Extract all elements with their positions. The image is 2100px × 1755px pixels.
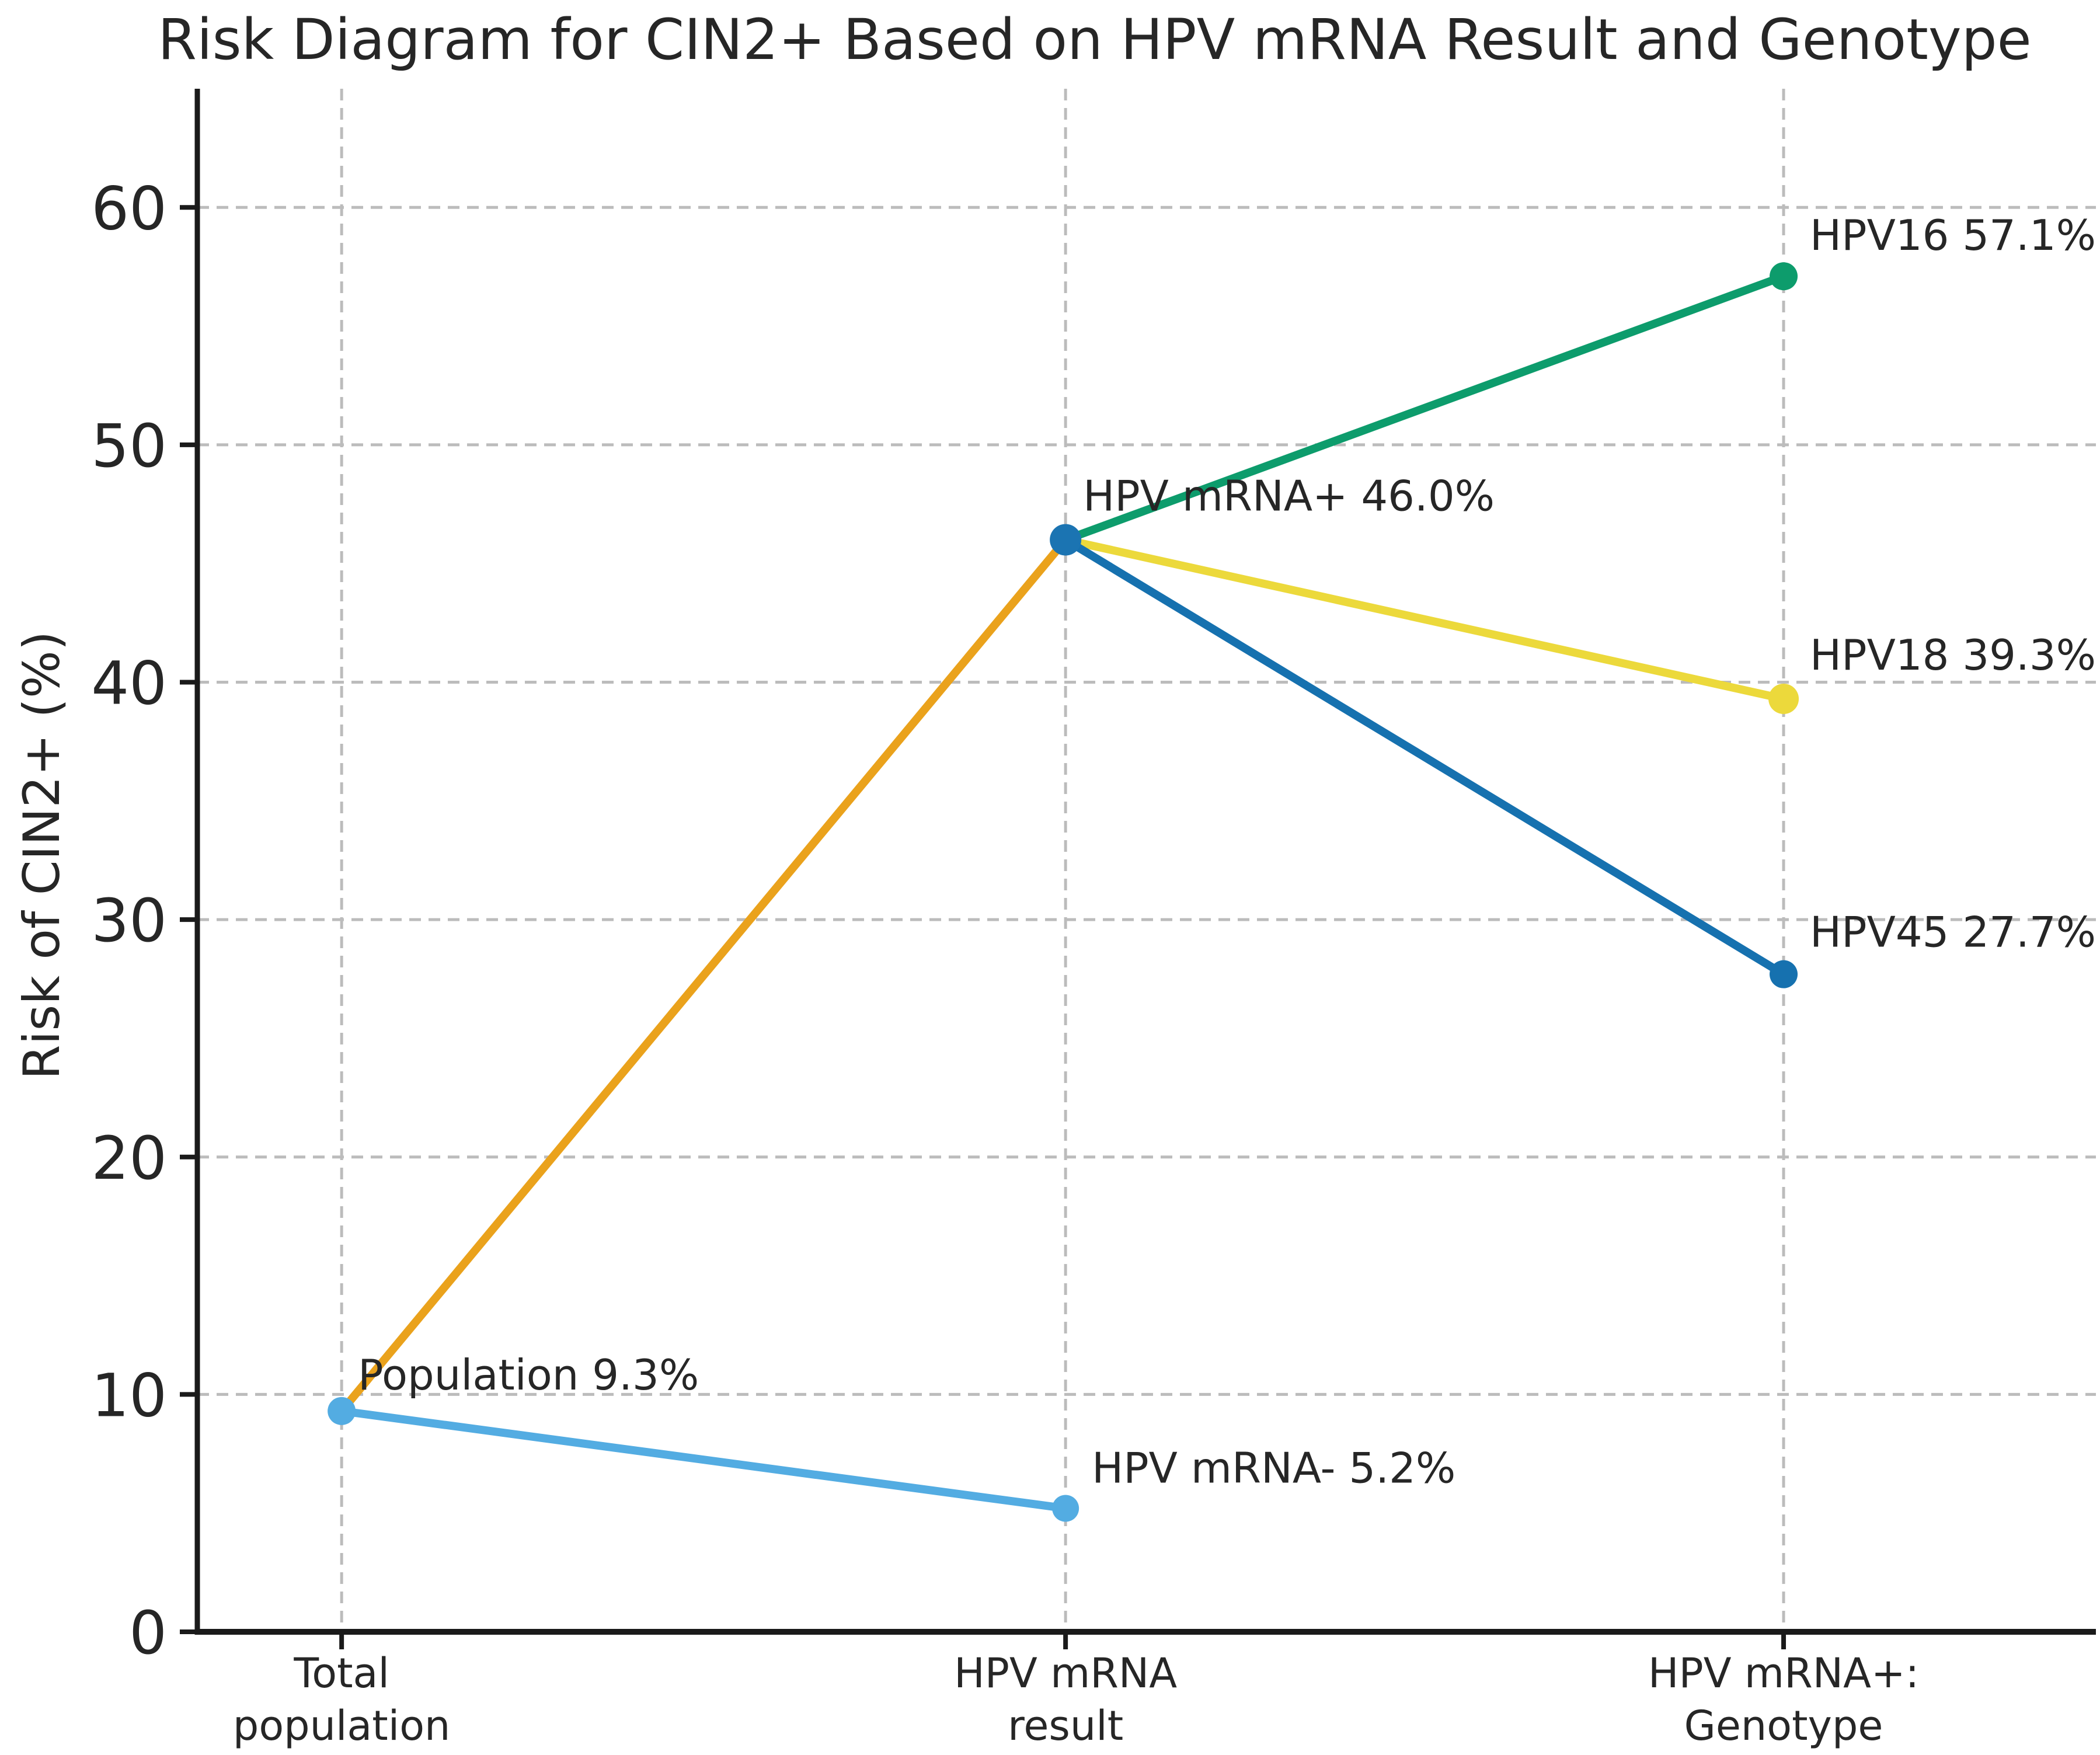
edge-mrna_pos-hpv16 (1061, 272, 1788, 544)
data-point-hpv45 (1770, 960, 1798, 988)
data-point-hpv18 (1768, 684, 1799, 715)
y-tick-label-10: 10 (91, 1361, 167, 1430)
y-tick-label-50: 50 (91, 412, 167, 481)
y-tick-label-0: 0 (129, 1599, 167, 1668)
point-label-population: Population 9.3% (358, 1350, 699, 1399)
data-point-population (328, 1397, 356, 1425)
data-point-mrna_pos (1050, 524, 1082, 556)
y-tick-label-60: 60 (91, 174, 167, 243)
edge-mrna_pos-hpv45 (1061, 535, 1788, 979)
edge-population-mrna_neg (337, 1406, 1070, 1513)
data-point-hpv16 (1770, 262, 1798, 291)
y-tick-label-20: 20 (91, 1124, 167, 1193)
chart-title: Risk Diagram for CIN2+ Based on HPV mRNA… (158, 7, 2032, 72)
point-label-hpv18: HPV18 39.3% (1810, 631, 2096, 680)
y-axis-label: Risk of CIN2+ (%) (13, 631, 71, 1080)
x-tick-label-2: HPV mRNA+: Genotype (1648, 1649, 1919, 1750)
point-label-mrna_neg: HPV mRNA- 5.2% (1092, 1444, 1455, 1493)
point-label-hpv45: HPV45 27.7% (1810, 908, 2096, 957)
point-label-mrna_pos: HPV mRNA+ 46.0% (1083, 472, 1495, 521)
edge-mrna_pos-hpv18 (1061, 535, 1788, 704)
x-tick-label-0: Total population (233, 1649, 451, 1750)
y-tick-label-30: 30 (91, 886, 167, 956)
point-label-hpv16: HPV16 57.1% (1810, 211, 2096, 260)
edge-population-mrna_pos (337, 535, 1070, 1415)
y-tick-label-40: 40 (91, 649, 167, 719)
data-point-mrna_neg (1052, 1495, 1079, 1522)
x-tick-label-1: HPV mRNA result (954, 1649, 1177, 1750)
